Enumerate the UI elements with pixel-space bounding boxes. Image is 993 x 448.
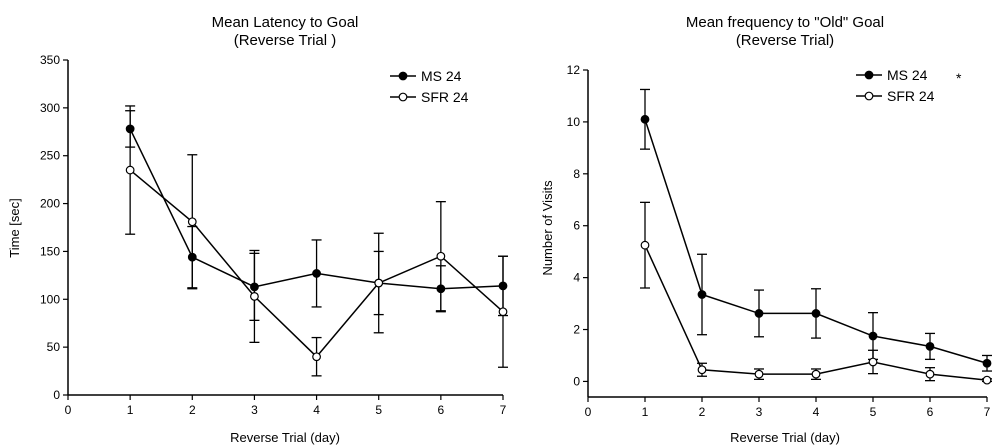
y-tick-label: 50	[47, 340, 61, 354]
latency-plot-area: 0 1 2 3 4 5 6 7 0 50 100 150 200 250 300 350	[40, 53, 508, 417]
latency-chart: Mean Latency to Goal (Reverse Trial ) Re…	[7, 14, 508, 445]
legend-marker-sfr24	[398, 92, 408, 102]
x-tick-label: 3	[756, 405, 763, 419]
x-tick-label: 2	[699, 405, 706, 419]
data-point-ms24	[925, 341, 935, 351]
frequency-chart-subtitle: (Reverse Trial)	[736, 32, 834, 49]
data-point-sfr24	[498, 307, 508, 317]
x-tick-label: 0	[585, 405, 592, 419]
data-point-sfr24	[925, 369, 935, 379]
data-point-sfr24	[125, 165, 135, 175]
y-tick-label: 12	[567, 63, 581, 77]
frequency-chart-title: Mean frequency to "Old" Goal	[686, 14, 884, 31]
y-tick-label: 4	[573, 271, 580, 285]
data-point-sfr24	[374, 278, 384, 288]
x-tick-label: 7	[984, 405, 991, 419]
legend-marker-sfr24	[864, 91, 874, 101]
data-point-sfr24	[640, 240, 650, 250]
legend-marker-ms24	[864, 70, 874, 80]
x-tick-label: 4	[813, 405, 820, 419]
x-tick-label: 5	[870, 405, 877, 419]
y-tick-label: 250	[40, 149, 60, 163]
y-tick-label: 100	[40, 292, 60, 306]
data-point-ms24	[982, 358, 992, 368]
x-tick-label: 4	[313, 403, 320, 417]
y-tick-label: 6	[573, 219, 580, 233]
data-point-sfr24	[811, 369, 821, 379]
data-point-sfr24	[312, 352, 321, 362]
data-point-sfr24	[187, 217, 197, 227]
latency-legend: MS 24 SFR 24	[390, 68, 469, 105]
y-tick-label: 150	[40, 244, 60, 258]
y-tick-label: 0	[53, 388, 60, 402]
x-tick-label: 1	[127, 403, 134, 417]
frequency-chart: Mean frequency to "Old" Goal (Reverse Tr…	[540, 14, 992, 445]
data-point-ms24	[754, 309, 764, 318]
y-tick-label: 200	[40, 197, 60, 211]
data-point-ms24	[868, 331, 878, 341]
latency-y-axis-label: Time [sec]	[7, 198, 22, 257]
x-tick-label: 7	[500, 403, 507, 417]
data-point-sfr24	[982, 375, 992, 385]
latency-chart-title: Mean Latency to Goal	[212, 14, 359, 31]
x-tick-label: 1	[642, 405, 649, 419]
y-tick-label: 350	[40, 53, 60, 67]
x-tick-label: 6	[438, 403, 445, 417]
legend-label-sfr24: SFR 24	[887, 88, 935, 104]
y-tick-label: 2	[573, 323, 580, 337]
data-point-ms24	[811, 309, 821, 318]
x-tick-label: 6	[927, 405, 934, 419]
legend-label-ms24: MS 24	[887, 67, 928, 83]
y-tick-label: 300	[40, 101, 60, 115]
latency-x-axis-label: Reverse Trial (day)	[230, 430, 340, 445]
data-point-ms24	[312, 269, 321, 278]
data-point-sfr24	[250, 292, 259, 301]
data-point-sfr24	[436, 251, 446, 261]
y-tick-label: 8	[573, 167, 580, 181]
y-tick-label: 0	[573, 374, 580, 388]
legend-label-sfr24: SFR 24	[421, 89, 469, 105]
frequency-y-axis-label: Number of Visits	[540, 180, 555, 276]
significance-asterisk: *	[956, 70, 962, 86]
data-point-sfr24	[697, 365, 707, 375]
y-tick-label: 10	[567, 115, 581, 129]
data-point-sfr24	[754, 369, 764, 379]
legend-marker-ms24	[398, 71, 408, 81]
legend-label-ms24: MS 24	[421, 68, 462, 84]
x-tick-label: 3	[251, 403, 258, 417]
data-point-ms24	[697, 290, 707, 299]
frequency-x-axis-label: Reverse Trial (day)	[730, 430, 840, 445]
data-point-sfr24	[868, 357, 878, 367]
x-tick-label: 2	[189, 403, 196, 417]
latency-chart-subtitle: (Reverse Trial )	[234, 32, 337, 49]
frequency-legend: MS 24 * SFR 24	[856, 67, 962, 104]
x-tick-label: 5	[375, 403, 382, 417]
x-tick-label: 0	[65, 403, 72, 417]
data-point-ms24	[640, 114, 650, 124]
